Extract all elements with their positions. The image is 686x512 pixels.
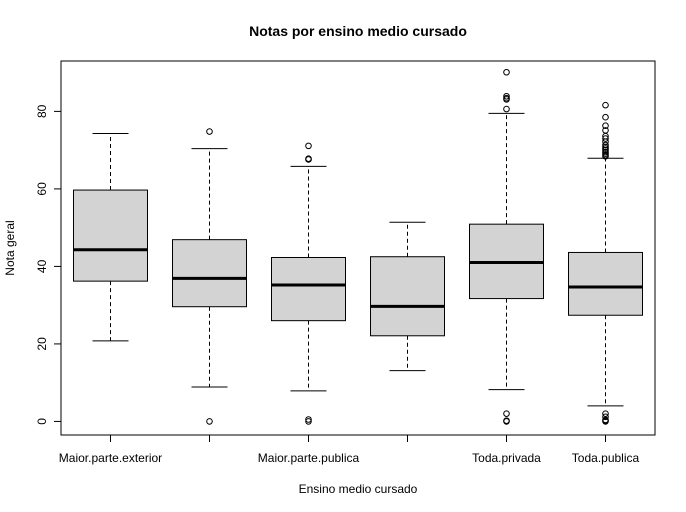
- outlier-point: [602, 418, 609, 425]
- outlier-point: [602, 135, 609, 142]
- box-group: [469, 68, 544, 425]
- box-group: [568, 101, 643, 425]
- outlier-point: [305, 416, 312, 423]
- box-group: [370, 221, 445, 372]
- outlier-point: [602, 410, 609, 417]
- box: [172, 239, 247, 308]
- box: [370, 256, 445, 337]
- boxes: [73, 68, 643, 425]
- outlier-point: [503, 105, 510, 113]
- outlier-point: [602, 122, 609, 130]
- y-tick-label: 80: [35, 104, 49, 118]
- outlier-point: [503, 410, 510, 417]
- box-group: [271, 142, 346, 425]
- outlier-point: [503, 92, 510, 100]
- outlier-point: [602, 153, 609, 160]
- y-axis: 0 20 40 60 80: [35, 104, 62, 425]
- y-tick-label: 60: [35, 182, 49, 196]
- x-tick-label: Maior.parte.publica: [258, 451, 360, 465]
- outlier-point: [602, 413, 609, 421]
- outlier-point: [305, 418, 312, 425]
- plot-frame: [60, 60, 656, 436]
- box-group: [73, 132, 148, 342]
- outlier-point: [602, 146, 609, 154]
- y-tick-label: 20: [35, 337, 49, 351]
- outlier-point: [602, 141, 609, 149]
- outlier-point: [602, 101, 609, 109]
- x-axis: Maior.parte.exterior Maior.parte.publica T…: [59, 434, 640, 465]
- outlier-point: [503, 96, 510, 103]
- x-axis-label: Ensino medio cursado: [299, 482, 418, 496]
- x-tick-label: Maior.parte.exterior: [59, 451, 162, 465]
- x-tick-label: Toda.privada: [472, 451, 541, 465]
- x-tick-label: Toda.publica: [572, 451, 640, 465]
- outlier-point: [503, 68, 510, 76]
- outlier-point: [305, 155, 312, 162]
- outlier-point: [305, 142, 312, 150]
- y-tick-label: 0: [35, 418, 49, 425]
- outlier-point: [206, 418, 213, 425]
- outlier-point: [206, 128, 213, 135]
- box: [568, 251, 643, 316]
- outlier-point: [503, 418, 510, 425]
- y-tick-label: 40: [35, 259, 49, 273]
- box: [271, 256, 346, 322]
- box: [73, 189, 148, 282]
- box-group: [172, 128, 247, 425]
- chart-title: Notas por ensino medio cursado: [249, 23, 467, 39]
- outlier-point: [602, 113, 609, 121]
- y-axis-label: Nota geral: [3, 220, 17, 275]
